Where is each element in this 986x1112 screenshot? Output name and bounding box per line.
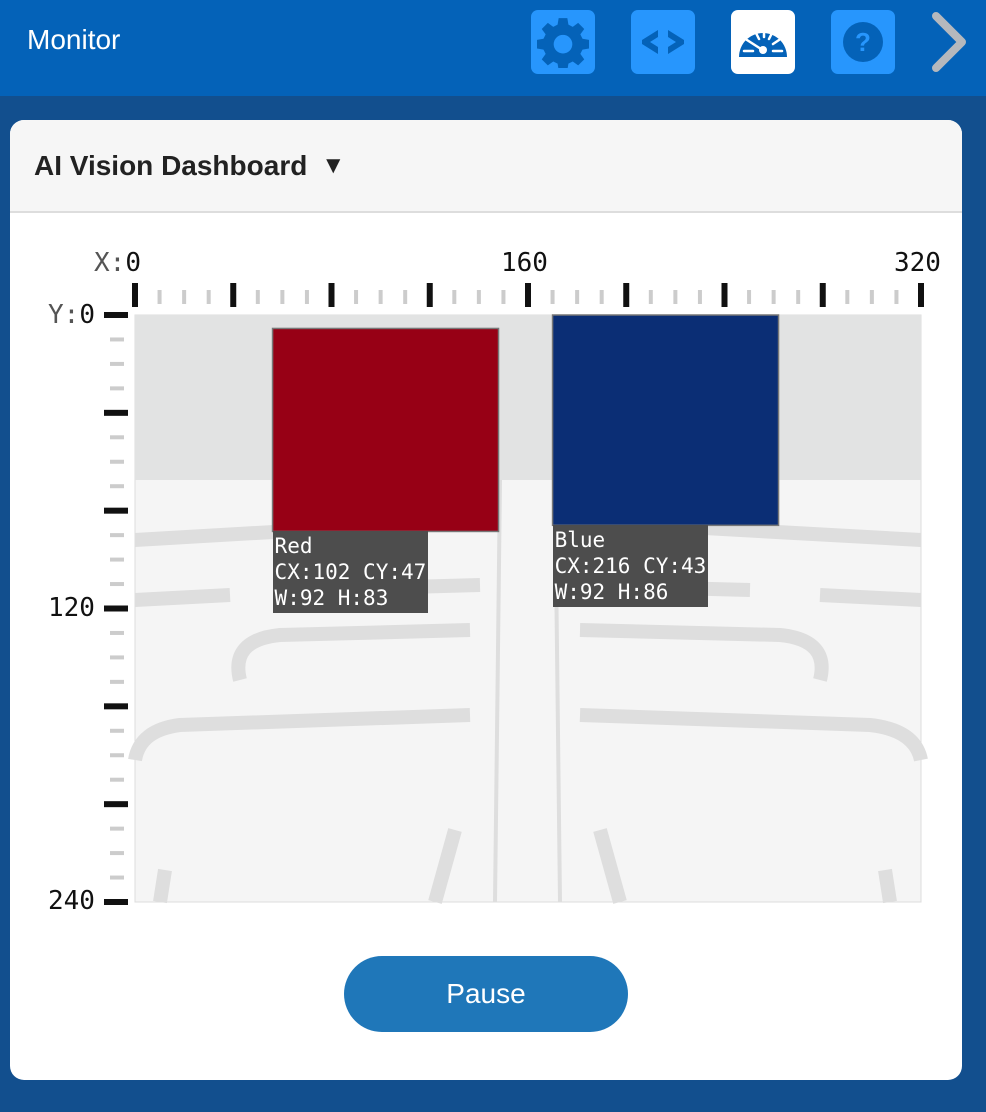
x-minor-tick	[673, 290, 678, 304]
x-minor-tick	[182, 290, 187, 304]
detection-label-line: CX:216 CY:43	[554, 554, 707, 579]
x-minor-tick	[403, 290, 408, 304]
detection-box-blue	[551, 314, 780, 527]
x-major-tick	[918, 283, 924, 307]
y-axis-label: Y:0	[48, 300, 95, 330]
x-minor-tick	[771, 290, 776, 304]
x-tick-label: 320	[894, 248, 941, 278]
y-minor-tick	[110, 630, 124, 635]
y-minor-tick	[110, 728, 124, 733]
x-minor-tick	[869, 290, 874, 304]
x-minor-tick	[550, 290, 555, 304]
x-minor-tick	[304, 290, 309, 304]
y-minor-tick	[110, 753, 124, 758]
detections	[271, 314, 780, 533]
x-minor-tick	[354, 290, 359, 304]
camera-background	[135, 315, 921, 480]
detection-label-line: Red	[274, 534, 313, 559]
svg-text:?: ?	[855, 27, 871, 57]
x-minor-tick	[476, 290, 481, 304]
detection-label-line: W:92 H:83	[274, 586, 389, 611]
y-minor-tick	[110, 337, 124, 342]
y-tick-label: 0	[79, 300, 95, 330]
y-major-tick	[104, 899, 128, 905]
chevron-right-icon[interactable]	[928, 10, 972, 74]
y-minor-tick	[110, 557, 124, 562]
y-minor-tick	[110, 361, 124, 366]
detection-label-line: CX:102 CY:47	[274, 560, 427, 585]
x-major-tick	[819, 283, 826, 307]
y-major-tick	[104, 312, 128, 318]
x-minor-tick	[648, 290, 653, 304]
x-minor-tick	[697, 290, 702, 304]
y-minor-tick	[110, 777, 124, 782]
x-major-tick	[230, 283, 237, 307]
y-tick-label: 120	[48, 593, 95, 623]
x-major-tick	[525, 283, 531, 307]
y-minor-tick	[110, 655, 124, 660]
code-icon	[642, 30, 684, 54]
detection-label-line: W:92 H:86	[554, 580, 669, 605]
x-minor-tick	[157, 290, 162, 304]
x-axis-ticks	[132, 283, 924, 307]
y-minor-tick	[110, 875, 124, 880]
x-axis-label: X:0	[94, 248, 141, 278]
app-title: Monitor	[27, 24, 121, 55]
gear-icon	[537, 18, 589, 68]
x-minor-tick	[845, 290, 850, 304]
help-button[interactable]: ?	[831, 10, 895, 74]
settings-button[interactable]	[531, 10, 595, 74]
x-major-tick	[132, 283, 138, 307]
detection-box-red	[271, 327, 500, 533]
y-minor-tick	[110, 435, 124, 440]
y-major-tick	[104, 703, 128, 710]
detection-label-line: Blue	[554, 528, 606, 553]
y-minor-tick	[110, 851, 124, 856]
detection-label: Blue CX:216 CY:43 W:92 H:86	[552, 525, 709, 608]
x-major-tick	[328, 283, 335, 307]
x-minor-tick	[501, 290, 506, 304]
x-minor-tick	[280, 290, 285, 304]
y-minor-tick	[110, 484, 124, 489]
x-minor-tick	[599, 290, 604, 304]
top-bar: Monitor ?	[0, 0, 986, 96]
y-minor-tick	[110, 679, 124, 684]
x-minor-tick	[206, 290, 211, 304]
y-axis-ticks	[104, 312, 128, 905]
y-major-tick	[104, 409, 128, 416]
y-major-tick	[104, 801, 128, 808]
panel-title: AI Vision Dashboard	[34, 149, 308, 181]
dropdown-arrow-icon[interactable]: ▼	[321, 151, 346, 179]
y-minor-tick	[110, 386, 124, 391]
help-icon: ?	[843, 22, 883, 62]
panel-header[interactable]: AI Vision Dashboard ▼	[10, 120, 962, 213]
gauge-icon	[739, 28, 787, 57]
y-minor-tick	[110, 826, 124, 831]
x-minor-tick	[796, 290, 801, 304]
code-button[interactable]	[631, 10, 695, 74]
y-tick-label: 240	[48, 886, 95, 916]
x-tick-label: 160	[501, 248, 548, 278]
x-major-tick	[721, 283, 728, 307]
x-minor-tick	[452, 290, 457, 304]
detection-label: Red CX:102 CY:47 W:92 H:83	[272, 531, 429, 614]
y-major-tick	[104, 507, 128, 514]
y-prefix: Y:	[48, 300, 80, 330]
dashboard-button[interactable]	[731, 10, 795, 74]
x-major-tick	[426, 283, 433, 307]
x-minor-tick	[894, 290, 899, 304]
x-minor-tick	[747, 290, 752, 304]
y-minor-tick	[110, 582, 124, 587]
x-minor-tick	[255, 290, 260, 304]
y-minor-tick	[110, 533, 124, 538]
y-minor-tick	[110, 459, 124, 464]
y-major-tick	[104, 605, 128, 612]
pause-button[interactable]: Pause	[344, 956, 628, 1032]
x-major-tick	[623, 283, 630, 307]
x-prefix: X:	[94, 248, 126, 278]
x-minor-tick	[378, 290, 383, 304]
x-tick-label: 0	[125, 248, 141, 278]
x-minor-tick	[575, 290, 580, 304]
